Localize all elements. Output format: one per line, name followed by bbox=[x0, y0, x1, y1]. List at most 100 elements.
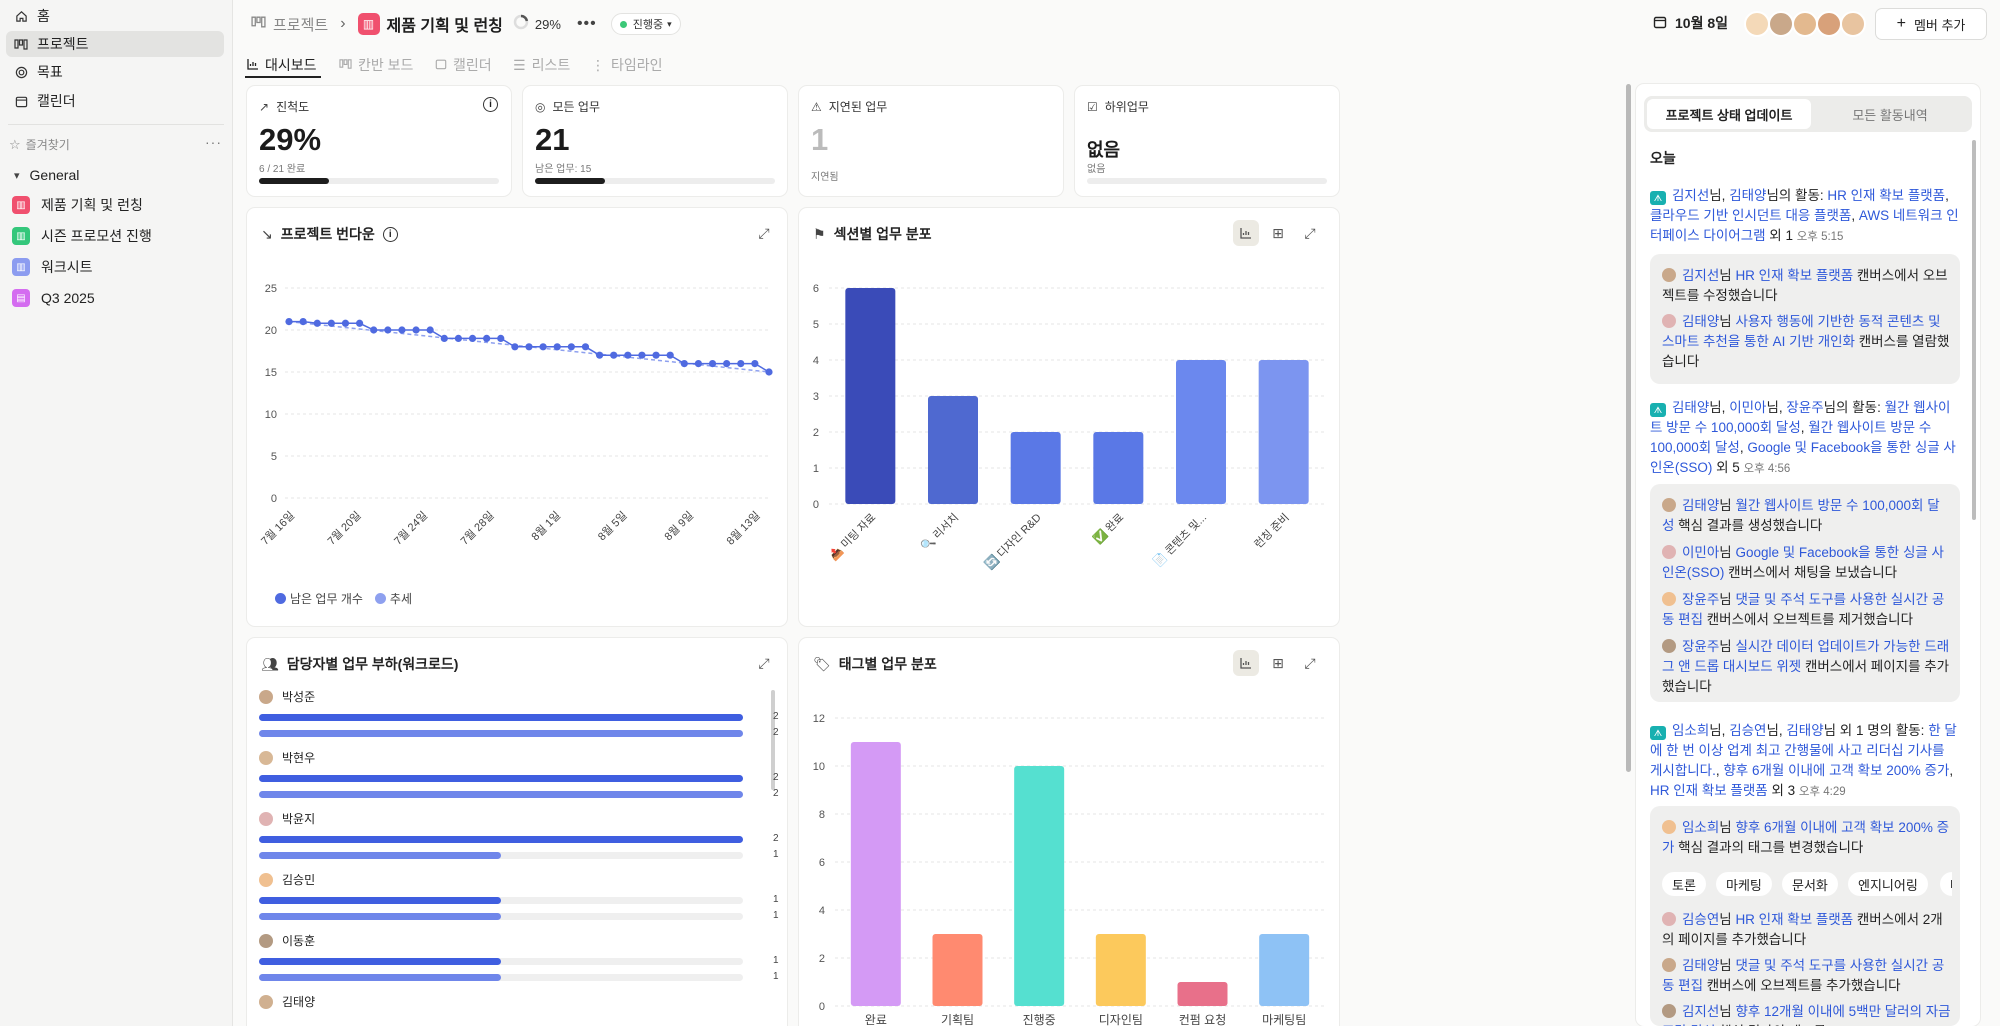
bar-chart-toggle[interactable] bbox=[1233, 650, 1259, 676]
activity-link[interactable]: 김승연 bbox=[1729, 723, 1767, 738]
assignee-name[interactable]: 김승민 bbox=[259, 871, 315, 888]
assignee-name[interactable]: 박현우 bbox=[259, 749, 315, 766]
activity-link[interactable]: Google 및 Facebook을 통한 싱글 사인온(SSO) bbox=[1662, 545, 1944, 580]
activity-link[interactable]: 클라우드 기반 인시던트 대응 플랫폼 bbox=[1650, 208, 1852, 223]
activity-link[interactable]: HR 인재 확보 플랫폼 bbox=[1650, 783, 1768, 798]
activity-link[interactable]: 이민아 bbox=[1729, 400, 1767, 415]
x-tick-label: 📄 콘텐츠 및... bbox=[1151, 511, 1209, 569]
activity-link[interactable]: 장윤주 bbox=[1786, 400, 1824, 415]
avatar[interactable] bbox=[1768, 11, 1794, 37]
activity-link[interactable]: 김태양 bbox=[1786, 723, 1824, 738]
activity-link[interactable]: 김지선 bbox=[1682, 1004, 1720, 1019]
tag-chip[interactable]: 문서화 bbox=[1782, 872, 1838, 896]
sidebar-project-2[interactable]: ▥ 워크시트 bbox=[12, 254, 222, 280]
tab-calendar[interactable]: 캘린더 bbox=[435, 55, 492, 75]
assignee-name[interactable]: 박성준 bbox=[259, 688, 315, 705]
activity-link[interactable]: 이민아 bbox=[1682, 545, 1720, 560]
sidebar-project-3[interactable]: ▤ Q3 2025 bbox=[12, 285, 222, 311]
expand-icon[interactable]: ⤢ bbox=[758, 224, 770, 241]
activity-link[interactable]: 임소희 bbox=[1672, 723, 1710, 738]
info-icon[interactable]: i bbox=[483, 97, 498, 112]
tag-chip[interactable]: 버 bbox=[1940, 872, 1952, 896]
activity-link[interactable]: 댓글 및 주석 도구를 사용한 실시간 공동 편집 bbox=[1662, 592, 1945, 627]
tab-list[interactable]: ☰ 리스트 bbox=[513, 55, 570, 75]
table-toggle[interactable]: ⊞ bbox=[1272, 654, 1284, 671]
activity-link[interactable]: 김승연 bbox=[1682, 912, 1720, 927]
activity-link[interactable]: HR 인재 확보 플랫폼 bbox=[1735, 912, 1854, 927]
avatar[interactable] bbox=[1744, 11, 1770, 37]
assignee-name[interactable]: 이동훈 bbox=[259, 932, 315, 949]
scrollbar[interactable] bbox=[1626, 84, 1631, 772]
more-icon[interactable]: ••• bbox=[576, 15, 597, 32]
expand-icon[interactable]: ⤢ bbox=[758, 654, 770, 671]
scrollbar[interactable] bbox=[771, 690, 775, 790]
burndown-card: ↘ 프로젝트 번다운 i ⤢ 0 5 10 15 20 25 7월 16일 7월 20일 7월 2… bbox=[247, 208, 787, 626]
activity-link[interactable]: 장윤주 bbox=[1682, 639, 1720, 654]
table-toggle[interactable]: ⊞ bbox=[1272, 224, 1284, 241]
sidebar-project-1[interactable]: ▥ 시즌 프로모션 진행 bbox=[12, 223, 222, 249]
activity-link[interactable]: Google 및 Facebook을 통한 싱글 사인온(SSO) bbox=[1650, 440, 1956, 475]
activity-link[interactable]: 김태양 bbox=[1672, 400, 1710, 415]
tab-label: 캘린더 bbox=[453, 57, 492, 73]
activity-link[interactable]: 김태양 bbox=[1682, 314, 1720, 329]
tab-label: 타임라인 bbox=[611, 57, 663, 73]
activity-group-header: ᗑ 김지선님, 김태양님의 활동: HR 인재 확보 플랫폼, 클라우드 기반 인… bbox=[1650, 186, 1960, 246]
activity-link[interactable]: 장윤주 bbox=[1682, 592, 1720, 607]
activity-link[interactable]: 임소희 bbox=[1682, 820, 1720, 835]
activity-link[interactable]: 월간 웹사이트 방문 수 100,000회 달성 bbox=[1650, 420, 1932, 455]
activity-link[interactable]: 사용자 행동에 기반한 동적 콘텐츠 및 스마트 추천을 통한 AI 기반 개인… bbox=[1662, 314, 1941, 349]
activity-link[interactable]: 김지선 bbox=[1682, 268, 1720, 283]
activity-link[interactable]: HR 인재 확보 플랫폼 bbox=[1827, 188, 1946, 203]
tag-chip[interactable]: 토론 bbox=[1662, 872, 1706, 896]
favorites-header[interactable]: ☆ 즐겨찾기 bbox=[9, 136, 70, 153]
tag-chip[interactable]: 엔지니어링 bbox=[1848, 872, 1928, 896]
avatar bbox=[259, 811, 273, 826]
assignee-name[interactable]: 박윤지 bbox=[259, 810, 315, 827]
info-icon[interactable]: i bbox=[382, 226, 398, 242]
project-title[interactable]: 제품 기획 및 런칭 bbox=[386, 18, 503, 35]
sidebar-item-home[interactable]: 홈 bbox=[6, 3, 224, 29]
group-general[interactable]: ▾ General bbox=[14, 167, 79, 183]
sidebar-item-projects[interactable]: 프로젝트 bbox=[6, 31, 224, 57]
activity-link[interactable]: 향후 6개월 이내에 고객 확보 200% 증가 bbox=[1723, 763, 1950, 778]
avatar[interactable] bbox=[1816, 11, 1842, 37]
tab-timeline[interactable]: ⋮ 타임라인 bbox=[591, 55, 663, 75]
activity-link[interactable]: 김태양 bbox=[1682, 958, 1720, 973]
tab-status-updates[interactable]: 프로젝트 상태 업데이트 bbox=[1647, 99, 1811, 129]
date-display[interactable]: 10월 8일 bbox=[1653, 13, 1728, 33]
workload-bar bbox=[259, 913, 743, 920]
breadcrumb-root[interactable]: 프로젝트 bbox=[273, 16, 329, 34]
sidebar-project-0[interactable]: ▥ 제품 기획 및 런칭 bbox=[12, 192, 222, 218]
status-badge[interactable]: 진행중 ▾ bbox=[610, 13, 681, 35]
tag-chip[interactable]: 마케팅 bbox=[1716, 872, 1772, 896]
activity-link[interactable]: AWS 네트워크 인터페이스 다이어그램 bbox=[1650, 208, 1959, 243]
activity-link[interactable]: 김태양 bbox=[1682, 498, 1720, 513]
activity-link[interactable]: 향후 12개월 이내에 5백만 달러의 자금 조달 달성 bbox=[1662, 1004, 1951, 1026]
activity-link[interactable]: 실시간 데이터 업데이트가 가능한 드래그 앤 드롭 대시보드 위젯 bbox=[1662, 639, 1950, 674]
expand-icon[interactable]: ⤢ bbox=[1304, 224, 1316, 241]
avatar[interactable] bbox=[1792, 11, 1818, 37]
sidebar-item-goals[interactable]: 목표 bbox=[6, 59, 224, 85]
tab-kanban[interactable]: 칸반 보드 bbox=[339, 55, 413, 75]
avatar[interactable] bbox=[1840, 11, 1866, 37]
tab-dashboard[interactable]: 대시보드 bbox=[247, 55, 317, 75]
timestamp: 오후 4:56 bbox=[1743, 463, 1791, 475]
activity-link[interactable]: 김지선 bbox=[1672, 188, 1710, 203]
bar-chart-toggle[interactable] bbox=[1233, 220, 1259, 246]
activity-item: 장윤주님 댓글 및 주석 도구를 사용한 실시간 공동 편집 캔버스에서 오브젝… bbox=[1662, 590, 1952, 630]
activity-link[interactable]: 한 달에 한 번 이상 업계 최고 간행물에 사고 리더십 기사를 게시합니다. bbox=[1650, 723, 1957, 778]
activity-link[interactable]: 월간 웹사이트 방문 수 100,000회 달성 bbox=[1650, 400, 1951, 435]
activity-group-header: ᗑ 임소희님, 김승연님, 김태양님 외 1 명의 활동: 한 달에 한 번 이상… bbox=[1650, 721, 1960, 799]
more-icon[interactable]: ··· bbox=[205, 134, 222, 150]
activity-link[interactable]: 향후 6개월 이내에 고객 확보 200% 증가 bbox=[1662, 820, 1950, 855]
scrollbar[interactable] bbox=[1972, 140, 1976, 520]
activity-link[interactable]: 김태양 bbox=[1729, 188, 1767, 203]
assignee-name[interactable]: 김태양 bbox=[259, 993, 315, 1010]
activity-link[interactable]: 월간 웹사이트 방문 수 100,000회 달성 bbox=[1662, 498, 1940, 533]
expand-icon[interactable]: ⤢ bbox=[1304, 654, 1316, 671]
activity-link[interactable]: 댓글 및 주석 도구를 사용한 실시간 공동 편집 bbox=[1662, 958, 1945, 993]
activity-link[interactable]: HR 인재 확보 플랫폼 bbox=[1735, 268, 1854, 283]
add-member-button[interactable]: + 멤버 추가 bbox=[1875, 8, 1987, 40]
sidebar-item-calendar[interactable]: 캘린더 bbox=[6, 88, 224, 114]
tab-all-activity[interactable]: 모든 활동내역 bbox=[1852, 107, 1928, 123]
